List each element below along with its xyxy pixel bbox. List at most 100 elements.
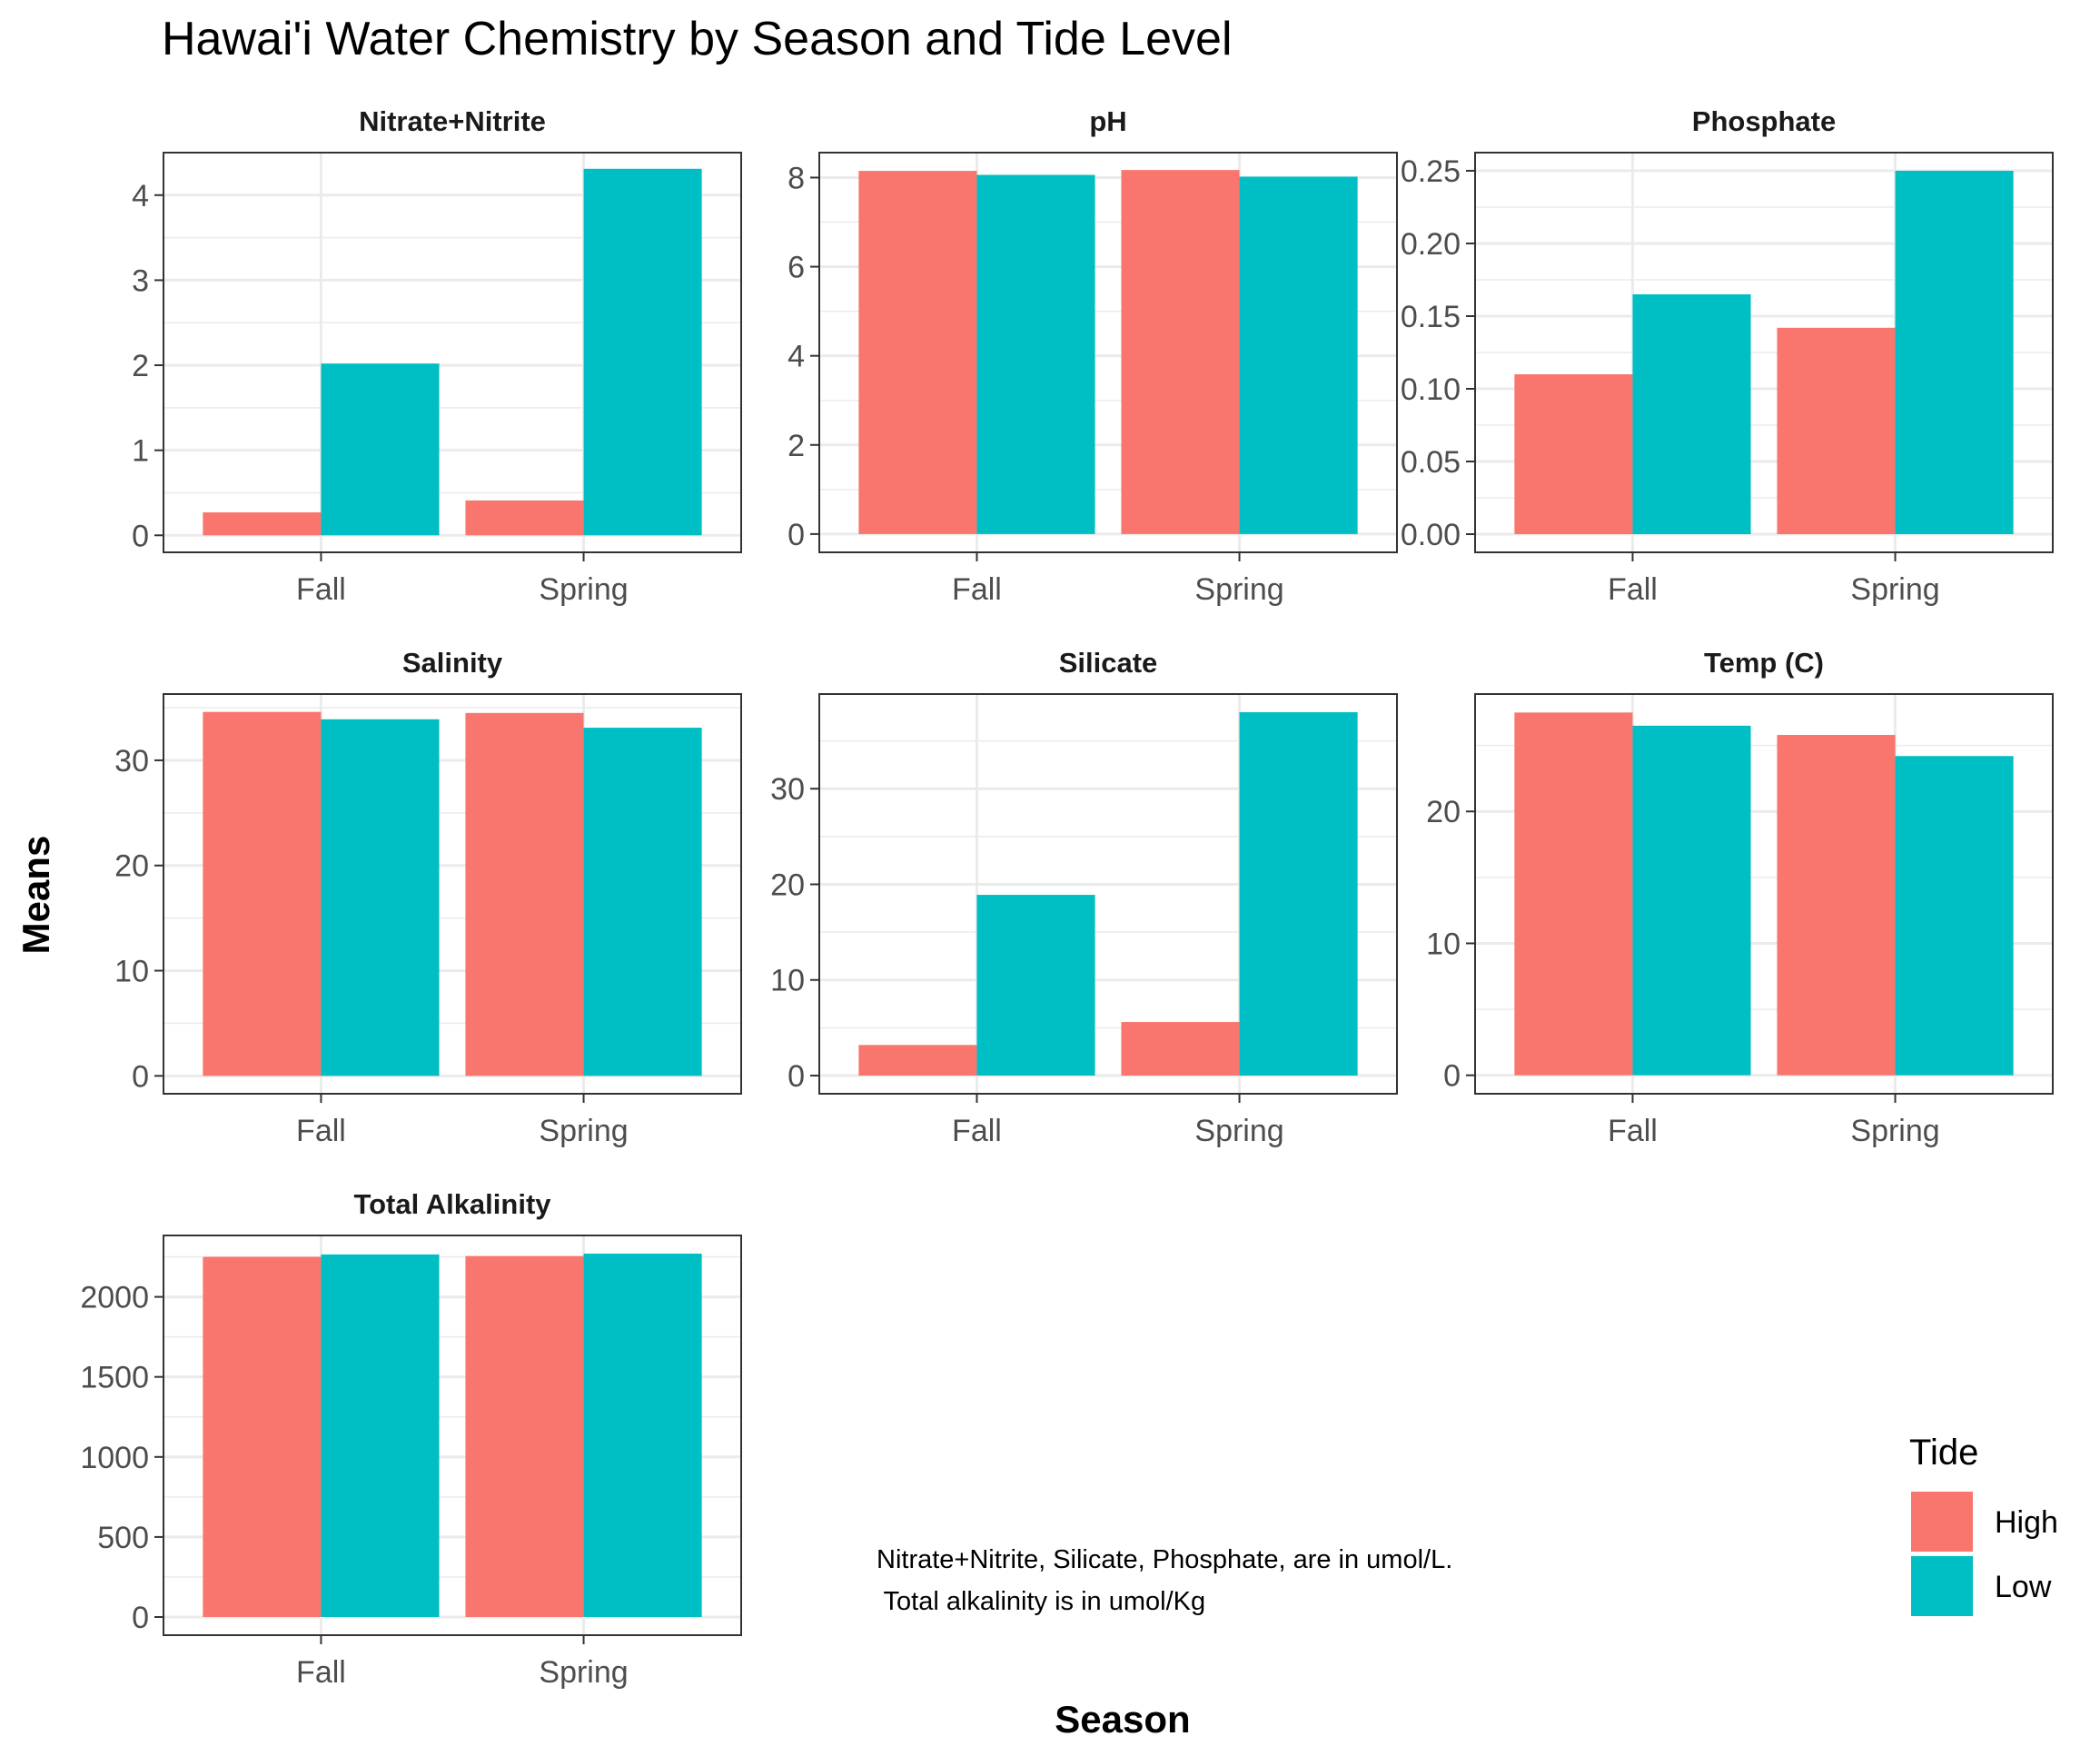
x-tick-label: Fall (1608, 1114, 1658, 1148)
bar-low-spring (1895, 756, 2014, 1076)
bar-low-fall (321, 363, 440, 536)
y-tick-label: 4 (788, 340, 805, 374)
bar-low-spring (583, 728, 702, 1076)
y-tick-label: 30 (114, 744, 149, 779)
y-tick-label: 10 (1426, 927, 1461, 961)
bar-high-fall (1514, 712, 1633, 1076)
panel-nitrate-nitrite: Nitrate+Nitrite 0 1 2 3 4 Fall Spring (132, 105, 742, 607)
panel-border (163, 1235, 742, 1636)
y-tick-label: 0.10 (1401, 372, 1461, 407)
bar-low-fall (976, 174, 1095, 534)
y-tick-label: 4 (132, 179, 149, 213)
bar-low-fall (321, 719, 440, 1076)
bar-low-spring (1239, 712, 1358, 1076)
y-axis-title: Means (15, 836, 57, 955)
y-tick-label: 0 (1443, 1059, 1461, 1094)
y-tick-label: 10 (770, 964, 805, 998)
y-tick-label: 10 (114, 955, 149, 989)
panel-title: Nitrate+Nitrite (359, 105, 546, 137)
footnote-line-1: Nitrate+Nitrite, Silicate, Phosphate, ar… (877, 1545, 1452, 1574)
y-tick-label: 0 (788, 1059, 805, 1094)
bar-high-spring (1121, 170, 1240, 534)
x-tick-label: Spring (539, 572, 628, 607)
bar-high-spring (465, 500, 584, 536)
chart-title: Hawai'i Water Chemistry by Season and Ti… (162, 13, 1233, 65)
bar-low-spring (1895, 171, 2014, 534)
x-tick-label: Spring (1850, 572, 1939, 607)
panel-border (163, 693, 742, 1095)
legend-label-high: High (1995, 1505, 2058, 1540)
bar-low-spring (1239, 176, 1358, 534)
bar-low-fall (1632, 725, 1751, 1076)
x-tick-label: Fall (1608, 572, 1658, 607)
x-tick-label: Fall (296, 1114, 346, 1148)
panel-ph: pH 0 2 4 6 8 Fall Spring (788, 105, 1398, 607)
panel-title: Temp (C) (1704, 647, 1824, 679)
bar-high-spring (1121, 1022, 1240, 1076)
x-tick-label: Fall (952, 572, 1002, 607)
x-tick-label: Fall (296, 572, 346, 607)
panel-border (818, 152, 1398, 553)
y-tick-label: 8 (788, 161, 805, 195)
panel-temp-c: Temp (C) 0 10 20 Fall Spring (1426, 647, 2054, 1148)
bar-high-fall (203, 1256, 322, 1617)
bar-low-fall (321, 1254, 440, 1617)
y-tick-label: 20 (770, 868, 805, 902)
y-tick-label: 0 (132, 519, 149, 553)
x-axis-title: Season (1055, 1698, 1190, 1741)
y-tick-label: 0.15 (1401, 300, 1461, 334)
x-tick-label: Spring (1194, 572, 1283, 607)
bar-high-spring (1777, 735, 1896, 1076)
y-tick-label: 2 (132, 349, 149, 383)
y-tick-label: 0.05 (1401, 445, 1461, 480)
bar-low-spring (583, 168, 702, 536)
y-tick-label: 1000 (80, 1441, 149, 1475)
panel-border (163, 152, 742, 553)
y-tick-label: 0.25 (1401, 154, 1461, 189)
legend-swatch-high (1911, 1492, 1973, 1552)
y-tick-label: 0.00 (1401, 518, 1461, 552)
bar-high-fall (858, 1045, 977, 1076)
y-tick-label: 0.20 (1401, 227, 1461, 262)
y-tick-label: 1 (132, 434, 149, 469)
y-tick-label: 20 (1426, 795, 1461, 829)
x-tick-label: Fall (952, 1114, 1002, 1148)
panel-title: Phosphate (1692, 105, 1836, 137)
bar-low-fall (976, 895, 1095, 1076)
y-tick-label: 30 (770, 772, 805, 807)
panel-title: Salinity (402, 647, 503, 679)
x-tick-label: Spring (1194, 1114, 1283, 1148)
x-tick-label: Spring (539, 1655, 628, 1690)
panel-silicate: Silicate 0 10 20 30 Fall Spring (770, 647, 1398, 1148)
x-tick-label: Spring (539, 1114, 628, 1148)
x-tick-label: Spring (1850, 1114, 1939, 1148)
y-tick-label: 500 (97, 1521, 149, 1555)
legend-swatch-low (1911, 1556, 1973, 1616)
panel-title: Silicate (1059, 647, 1158, 679)
footnote: Nitrate+Nitrite, Silicate, Phosphate, ar… (877, 1545, 1452, 1616)
panel-salinity: Salinity 0 10 20 30 Fall Spring (114, 647, 742, 1148)
y-tick-label: 3 (132, 263, 149, 298)
legend: Tide High Low (1909, 1433, 2058, 1616)
facet-panels: Nitrate+Nitrite 0 1 2 3 4 Fall Spring pH 0 2 4 6 8 Fal… (80, 105, 2054, 1690)
panel-total-alkalinity: Total Alkalinity 0 500 1000 1500 2000 Fall Spri… (80, 1188, 742, 1690)
bar-low-fall (1632, 294, 1751, 534)
footnote-line-2: Total alkalinity is in umol/Kg (877, 1587, 1205, 1616)
bar-high-fall (858, 171, 977, 534)
y-tick-label: 0 (132, 1601, 149, 1635)
bar-high-fall (203, 711, 322, 1076)
panel-title: pH (1089, 105, 1126, 137)
bar-high-spring (1777, 327, 1896, 534)
y-tick-label: 0 (788, 518, 805, 552)
panel-border (1474, 693, 2054, 1095)
y-tick-label: 2 (788, 429, 805, 463)
y-tick-label: 1500 (80, 1361, 149, 1395)
bar-high-spring (465, 712, 584, 1076)
bar-high-fall (1514, 374, 1633, 534)
y-tick-label: 6 (788, 251, 805, 285)
x-tick-label: Fall (296, 1655, 346, 1690)
panel-title: Total Alkalinity (353, 1188, 551, 1220)
legend-label-low: Low (1995, 1570, 2052, 1604)
